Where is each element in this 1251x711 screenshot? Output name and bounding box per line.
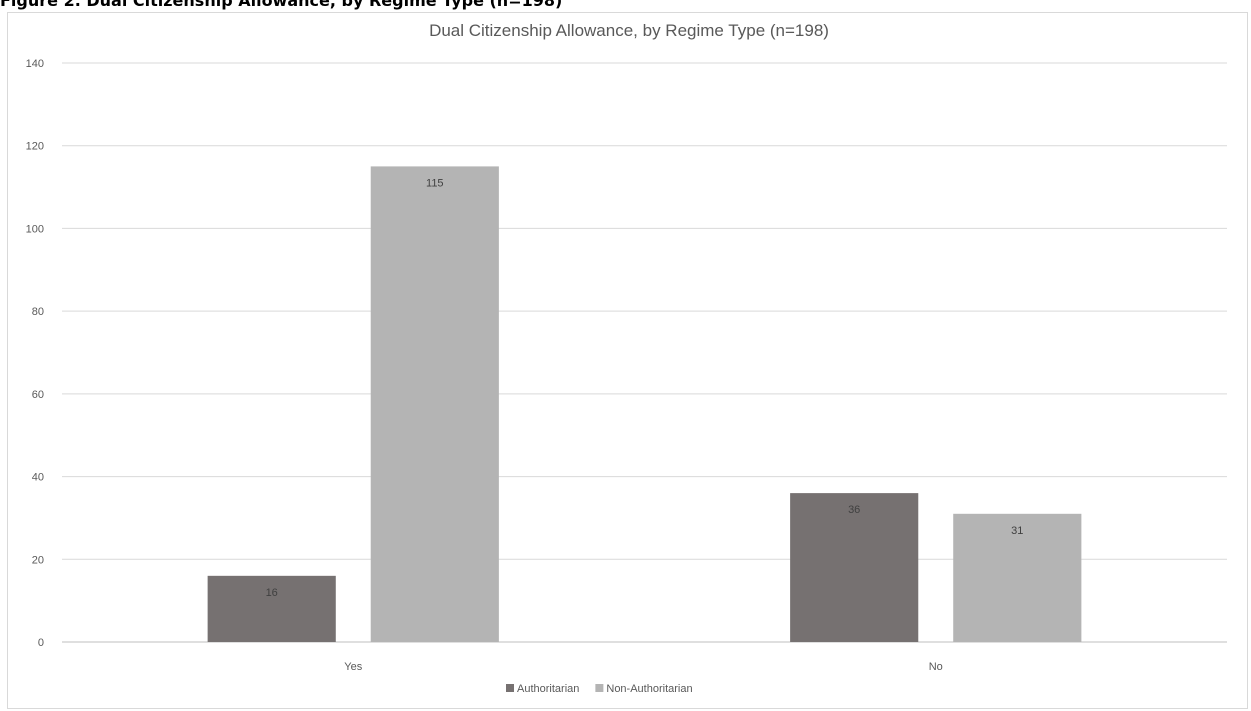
chart-title: Dual Citizenship Allowance, by Regime Ty…: [429, 21, 829, 40]
y-tick-label: 20: [32, 554, 44, 566]
legend-swatch: [506, 684, 514, 692]
legend-label: Authoritarian: [517, 683, 579, 695]
legend-swatch: [595, 684, 603, 692]
x-category-label: No: [929, 661, 943, 673]
bar: [208, 576, 336, 642]
bar: [371, 166, 499, 642]
bars: [208, 166, 1082, 642]
y-tick-label: 100: [26, 223, 44, 235]
x-axis-categories: Yes No: [344, 661, 943, 673]
y-axis-ticks: 0 20 40 60 80 100 120 140: [26, 58, 44, 649]
y-tick-label: 0: [38, 637, 44, 649]
data-label: 115: [426, 177, 444, 189]
y-tick-label: 60: [32, 389, 44, 401]
y-tick-label: 40: [32, 472, 44, 484]
x-category-label: Yes: [344, 661, 362, 673]
legend: Authoritarian Non-Authoritarian: [506, 683, 693, 695]
y-tick-label: 120: [26, 141, 44, 153]
data-label: 16: [266, 587, 278, 599]
data-label: 36: [848, 504, 860, 516]
legend-label: Non-Authoritarian: [606, 683, 692, 695]
data-label: 31: [1011, 525, 1023, 537]
y-tick-label: 140: [26, 58, 44, 70]
y-tick-label: 80: [32, 306, 44, 318]
